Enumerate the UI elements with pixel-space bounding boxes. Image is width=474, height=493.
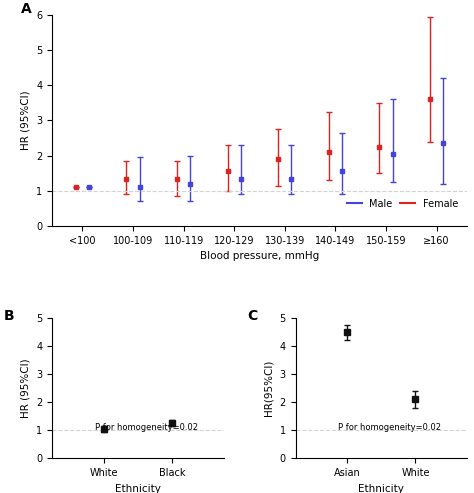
Legend: Male, Female: Male, Female [343,195,462,213]
Text: C: C [247,309,258,323]
Text: P for homogeneity=0.02: P for homogeneity=0.02 [95,423,198,432]
Text: A: A [21,2,32,16]
Y-axis label: HR (95%CI): HR (95%CI) [20,358,31,418]
X-axis label: Blood pressure, mmHg: Blood pressure, mmHg [200,251,319,261]
X-axis label: Ethnicity: Ethnicity [358,484,404,493]
Text: B: B [4,309,15,323]
Text: P for homogeneity=0.02: P for homogeneity=0.02 [338,423,441,432]
Y-axis label: HR (95%CI): HR (95%CI) [20,91,31,150]
X-axis label: Ethnicity: Ethnicity [115,484,161,493]
Y-axis label: HR(95%CI): HR(95%CI) [264,360,274,416]
